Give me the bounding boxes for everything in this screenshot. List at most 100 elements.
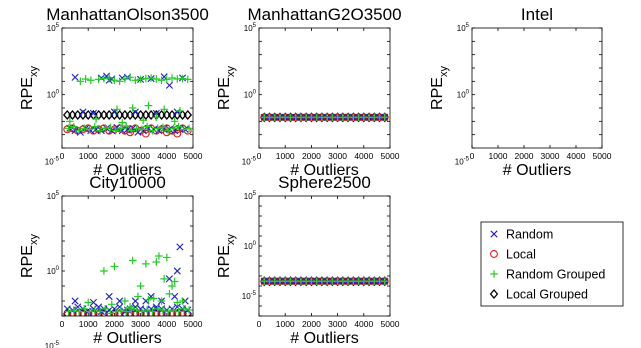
random-grouped-point [142, 74, 150, 83]
x-tick-label: 3000 [131, 151, 150, 161]
local-grouped-legend-marker [489, 288, 499, 300]
random-grouped-point [380, 113, 389, 122]
y-tick-label: 105 [244, 191, 257, 201]
random-grouped-point [64, 124, 73, 133]
x-tick-label: 4000 [157, 151, 176, 161]
subplot-title: ManhattanOlson3500 [46, 5, 209, 24]
legend-label: Random Grouped [506, 268, 605, 282]
random-grouped-point [113, 105, 121, 114]
random-grouped-point [163, 253, 171, 262]
random-grouped-point [117, 124, 125, 133]
random-grouped-point [159, 306, 167, 314]
random-grouped-point [143, 122, 151, 131]
y-tick-label: 100 [457, 90, 470, 100]
y-tick-label: 10-5 [242, 156, 257, 166]
y-tick-label: 100 [244, 90, 257, 100]
y-tick-label: 10-5 [45, 156, 60, 166]
y-tick-label: 105 [47, 191, 60, 201]
random-grouped-point [111, 307, 120, 316]
random-grouped-point [128, 104, 137, 112]
legend: Random Local Random Grouped Local Grouped [480, 221, 624, 307]
random-grouped-point [180, 305, 188, 313]
random-grouped-point [174, 307, 183, 316]
x-axis-label: # Outliers [503, 162, 571, 179]
random-grouped-point [115, 77, 124, 86]
x-tick-label: 4000 [157, 319, 176, 329]
random-grouped-point [164, 126, 172, 135]
random-grouped-point [157, 76, 166, 85]
random-grouped-point [180, 125, 188, 134]
random-point [134, 128, 142, 136]
legend-box [480, 221, 624, 307]
random-grouped-point [160, 275, 168, 283]
random-grouped-point [185, 124, 193, 133]
random-point [139, 127, 147, 135]
random-grouped-point [87, 76, 95, 85]
random-grouped-point [127, 305, 136, 313]
data-points [259, 112, 390, 123]
random-grouped-point [170, 117, 179, 126]
random-grouped-point [94, 75, 103, 84]
random-grouped-point [138, 307, 146, 316]
local-point [162, 128, 171, 137]
random-grouped-point [69, 122, 78, 131]
random-grouped-point [101, 305, 110, 313]
random-grouped-point [168, 282, 176, 290]
x-tick-label: 5000 [593, 151, 612, 161]
y-tick-label: 10-5 [242, 291, 257, 301]
local-grouped-point [183, 109, 193, 120]
random-point [113, 123, 121, 132]
subplot-city10000: City10000 0 1000 2000 3000 4000 5000 105 100 10-5… [19, 173, 203, 348]
x-tick-label: 0 [60, 319, 65, 329]
random-grouped-point [157, 297, 166, 305]
random-grouped-point [110, 262, 119, 271]
x-tick-label: 4000 [354, 319, 373, 329]
random-point [163, 306, 171, 314]
random-grouped-point [90, 122, 99, 131]
random-grouped-point [127, 126, 136, 135]
x-axis-label: # Outliers [93, 330, 161, 347]
x-tick-label: 2000 [105, 151, 124, 161]
y-tick-label: 100 [47, 266, 60, 276]
y-tick-label: 10-5 [45, 341, 60, 348]
random-grouped-point [75, 307, 83, 316]
random-grouped-point [132, 306, 141, 314]
local-point [131, 310, 140, 316]
y-axis-label: RPExy [216, 66, 237, 110]
local-point [157, 310, 166, 316]
random-grouped-point [138, 125, 146, 134]
random-grouped-point [183, 75, 192, 84]
subplot-intel: Intel 0 1000 2000 3000 4000 5000 105 100 10-5 # Ou… [429, 5, 612, 179]
random-grouped-point [111, 126, 120, 135]
random-grouped-point [173, 298, 182, 307]
random-grouped-point [165, 290, 174, 298]
y-tick-label: 100 [47, 90, 60, 100]
random-grouped-legend-marker [490, 270, 498, 278]
random-grouped-point [122, 122, 130, 130]
data-points [259, 276, 390, 287]
random-grouped-point [107, 300, 116, 309]
x-tick-label: 1000 [79, 319, 98, 329]
random-point [71, 73, 79, 81]
y-tick-label: 105 [457, 23, 470, 33]
random-grouped-point [152, 75, 161, 83]
random-point [89, 298, 98, 307]
random-grouped-point [85, 307, 94, 316]
random-grouped-point [164, 307, 172, 316]
random-grouped-point [75, 126, 83, 135]
random-grouped-point [473, 151, 481, 159]
legend-label: Local Grouped [506, 288, 588, 302]
x-tick-label: 2000 [105, 319, 124, 329]
subplot-manhattanolson3500: ManhattanOlson3500 0 1000 2000 3000 4000 5000 1… [19, 5, 209, 179]
plot-frame [471, 27, 603, 149]
local-point [126, 128, 135, 137]
random-grouped-point [105, 74, 113, 82]
random-grouped-point [148, 307, 157, 316]
random-grouped-point [132, 124, 141, 133]
x-tick-label: 1000 [276, 319, 295, 329]
random-grouped-point [155, 252, 163, 260]
random-grouped-point [69, 306, 78, 314]
random-grouped-point [143, 306, 151, 314]
x-tick-label: 5000 [381, 319, 400, 329]
plot-frame [258, 27, 391, 149]
